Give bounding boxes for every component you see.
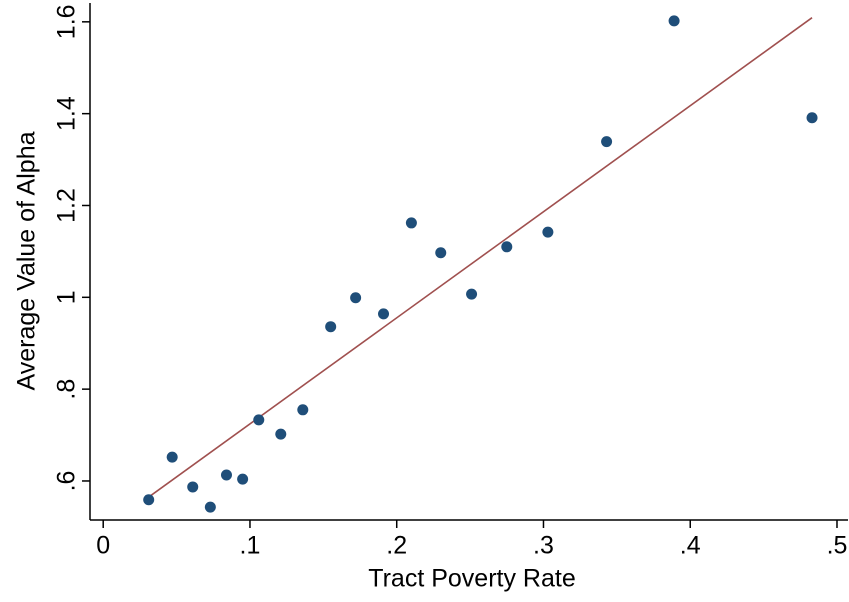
- point: [350, 292, 362, 304]
- y-tick-label: .6: [53, 471, 81, 492]
- point: [220, 469, 232, 481]
- point: [204, 501, 216, 513]
- x-tick-label: .2: [386, 532, 407, 560]
- point: [542, 226, 554, 238]
- x-tick-label: .1: [240, 532, 261, 560]
- x-tick-label: .5: [827, 532, 848, 560]
- point: [187, 481, 199, 493]
- point: [378, 308, 390, 320]
- fit-line: [148, 17, 813, 498]
- y-tick-label: .8: [53, 379, 81, 400]
- point: [501, 241, 513, 253]
- y-tick-label: 1.6: [53, 4, 81, 39]
- point: [166, 451, 178, 463]
- point: [237, 473, 249, 485]
- point: [466, 288, 478, 300]
- point: [405, 217, 417, 229]
- y-tick-label: 1.4: [53, 96, 81, 131]
- point: [275, 428, 287, 440]
- y-axis-title: Average Value of Alpha: [13, 131, 41, 390]
- point: [601, 136, 613, 148]
- point: [325, 321, 337, 333]
- point: [297, 404, 309, 416]
- point: [806, 112, 818, 124]
- point: [253, 414, 265, 426]
- x-tick-label: 0: [96, 532, 110, 560]
- y-tick-label: 1.2: [53, 188, 81, 223]
- x-tick-label: .3: [533, 532, 554, 560]
- point: [143, 494, 155, 506]
- x-axis-title: Tract Poverty Rate: [368, 565, 575, 593]
- point: [435, 247, 447, 259]
- x-tick-label: .4: [680, 532, 701, 560]
- point: [668, 15, 680, 27]
- y-tick-label: 1: [53, 290, 81, 304]
